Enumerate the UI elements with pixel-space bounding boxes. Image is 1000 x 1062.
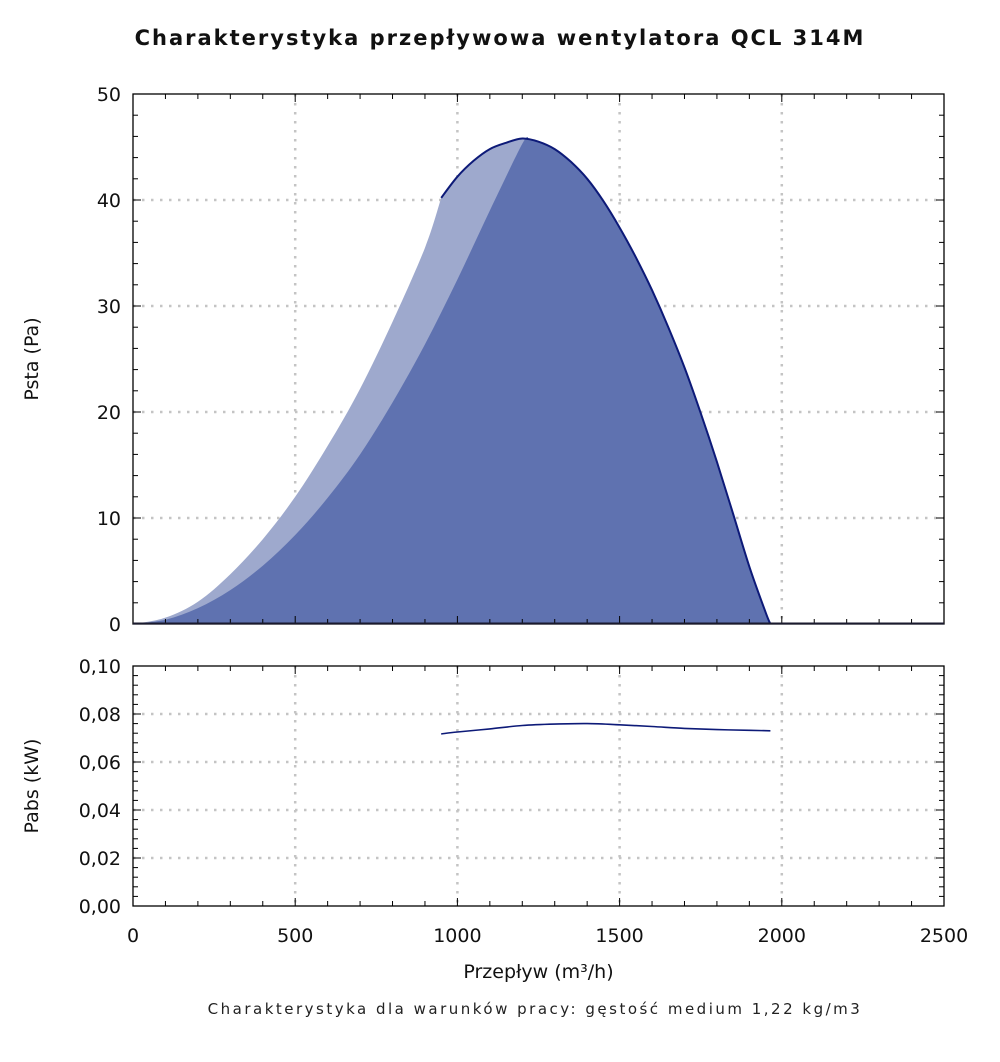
y-tick-label: 0: [109, 614, 121, 636]
power-axis-label: Pabs (kW): [21, 739, 43, 834]
chart-title: Charakterystyka przepływowa wentylatora …: [134, 26, 866, 50]
power-plot-frame: [132, 665, 945, 907]
x-tick-labels: 0 500 1000 1500 2000 2500: [127, 925, 968, 947]
pressure-curve: [440, 137, 772, 625]
x-tick-label: 2500: [920, 925, 968, 947]
x-tick-label: 2000: [758, 925, 806, 947]
y-tick-label: 20: [97, 402, 121, 424]
y-tick-label: 50: [97, 84, 121, 106]
y-tick-label: 40: [97, 190, 121, 212]
y-tick-label: 0,00: [79, 896, 121, 918]
x-tick-label: 500: [277, 925, 313, 947]
power-curve: [441, 722, 771, 735]
y-tick-label: 0,08: [79, 704, 121, 726]
flow-axis-label: Przepływ (m³/h): [463, 961, 613, 983]
y-tick-label: 0,10: [79, 656, 121, 678]
pressure-plot: 0 10 20 30 40 50 Psta (Pa): [21, 84, 945, 636]
power-grid: [133, 666, 944, 906]
y-tick-label: 0,02: [79, 848, 121, 870]
pressure-axis-label: Psta (Pa): [21, 317, 43, 400]
power-plot: 0,00 0,02 0,04 0,06 0,08 0,10 0 500 1000 1500 200…: [21, 656, 968, 983]
y-tick-label: 0,04: [79, 800, 121, 822]
pressure-area-dark: [133, 136, 771, 624]
y-tick-label: 0,06: [79, 752, 121, 774]
x-tick-label: 1000: [433, 925, 481, 947]
y-tick-label: 30: [97, 296, 121, 318]
power-ticks: [132, 665, 945, 907]
power-y-tick-labels: 0,00 0,02 0,04 0,06 0,08 0,10: [79, 656, 121, 918]
pressure-y-tick-labels: 0 10 20 30 40 50: [97, 84, 121, 636]
x-tick-label: 0: [127, 925, 139, 947]
chart-footnote: Charakterystyka dla warunków pracy: gęst…: [207, 1000, 863, 1018]
y-tick-label: 10: [97, 508, 121, 530]
x-tick-label: 1500: [595, 925, 643, 947]
